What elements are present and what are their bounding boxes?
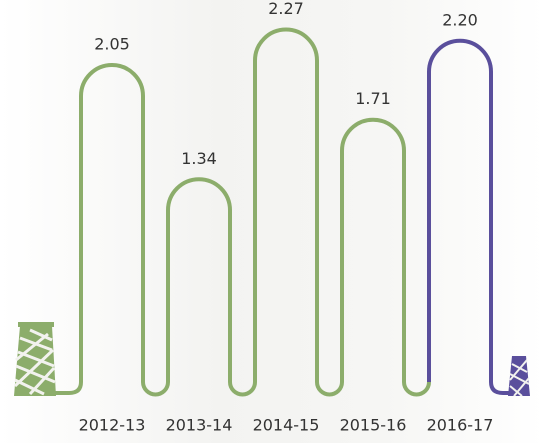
thread-connector <box>228 381 257 397</box>
thread-connector <box>52 381 83 395</box>
value-label: 1.34 <box>181 149 217 168</box>
value-label: 1.71 <box>355 89 391 108</box>
thread-bar <box>79 63 145 382</box>
thread-bar <box>166 177 232 382</box>
thread-connector <box>141 381 170 397</box>
thread-connector <box>315 381 344 397</box>
x-tick-label: 2014-15 <box>253 416 320 435</box>
thread-connector <box>489 381 510 395</box>
x-tick-label: 2016-17 <box>427 416 494 435</box>
value-label: 2.20 <box>442 10 478 29</box>
thread-bar <box>340 117 406 382</box>
thread-bar <box>427 38 493 382</box>
x-tick-label: 2015-16 <box>340 416 407 435</box>
x-tick-label: 2012-13 <box>79 416 146 435</box>
x-tick-label: 2013-14 <box>166 416 233 435</box>
value-label: 2.05 <box>94 34 130 53</box>
right-spool <box>508 356 530 397</box>
left-spool <box>13 322 56 396</box>
thread-bar <box>253 27 319 382</box>
value-label: 2.27 <box>268 0 304 18</box>
thread-connector <box>402 381 431 397</box>
